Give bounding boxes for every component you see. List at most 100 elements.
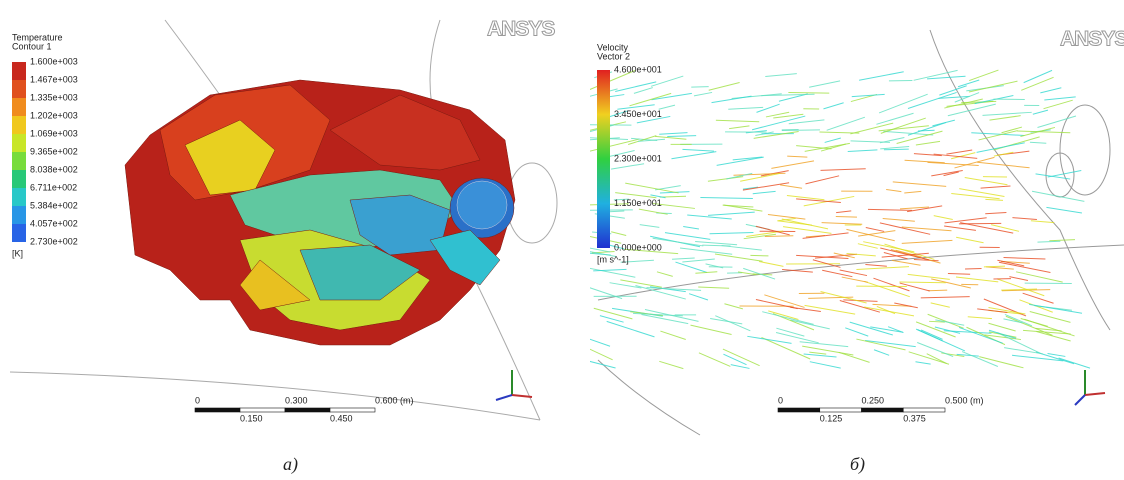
vector [895,249,922,258]
legend-label: 1.069e+003 [30,128,78,138]
vector [867,208,913,211]
vector [752,190,776,195]
vector [839,300,881,313]
colorbar-band [12,188,26,206]
vector [915,321,956,338]
vector [863,241,915,253]
vector [688,293,709,301]
vector [913,69,958,81]
vector [809,351,827,355]
vector [633,87,653,94]
vector [606,320,655,338]
vector [1031,190,1085,202]
vector [967,316,992,320]
scale-label: 0.125 [820,413,843,423]
legend-label: 2.730e+002 [30,236,78,246]
vector [716,156,764,166]
vector [610,163,645,170]
vector [637,138,666,142]
legend-title: Contour 1 [12,41,52,51]
vector [804,304,856,315]
vector [858,230,896,237]
vector [847,149,878,152]
vector [943,330,992,334]
velocity-vectors [590,69,1091,370]
vector [1004,347,1043,355]
vector [927,75,966,80]
colorbar-band [12,152,26,170]
vector [943,171,959,177]
vector [729,125,750,130]
vector [947,272,971,275]
scale-segment [902,407,946,413]
vector [872,303,912,307]
vector [805,175,840,185]
colorbar-band [12,98,26,116]
vector [660,330,686,341]
vector [590,138,640,152]
vector [650,75,684,87]
vector [997,332,1042,355]
vector [1003,257,1046,260]
vector [726,172,753,180]
vector [629,92,672,107]
vector [944,98,983,109]
vector [839,269,868,277]
vector [954,156,995,169]
vector [723,353,747,366]
vector [788,91,830,94]
vector [1029,303,1083,314]
vector [1047,170,1082,178]
domain-line [929,29,1111,331]
vector [675,261,708,273]
vector [1020,318,1048,327]
vector [609,282,642,289]
vector [957,79,980,88]
axis-arrow [511,394,533,398]
vector [978,130,1018,141]
scale-label: 0.450 [330,413,353,423]
vector [652,202,695,209]
vector [961,351,999,367]
vector [968,80,1018,93]
vector [969,69,999,82]
vector [843,299,878,302]
vector [796,198,841,204]
vector [1011,354,1064,362]
vector [938,95,970,99]
vector [846,253,876,257]
vector [778,217,796,222]
vector [742,186,759,190]
colorbar [597,70,610,248]
vector [865,263,887,267]
scale-label: 0.300 [285,395,308,405]
vector [993,151,1014,157]
vector [796,145,832,150]
vector [652,237,704,247]
vector [721,245,762,251]
vector [880,247,930,261]
vector [768,310,799,321]
vector [710,318,743,325]
vector [873,349,890,356]
vector [762,311,814,325]
vector [907,205,943,213]
vector [934,326,961,334]
vector [758,260,784,267]
vector [920,329,943,340]
vector [988,322,1016,332]
vector [846,228,895,242]
vector [590,88,618,97]
vector [695,271,718,274]
vector [664,232,711,240]
vector [714,253,763,262]
vector [939,85,967,96]
colorbar-band [12,170,26,188]
vector [802,232,849,239]
vector [627,135,657,146]
vector [881,252,929,258]
vector [743,233,777,240]
vector [838,351,870,363]
vector [983,265,1006,268]
domain-line [597,244,1124,301]
